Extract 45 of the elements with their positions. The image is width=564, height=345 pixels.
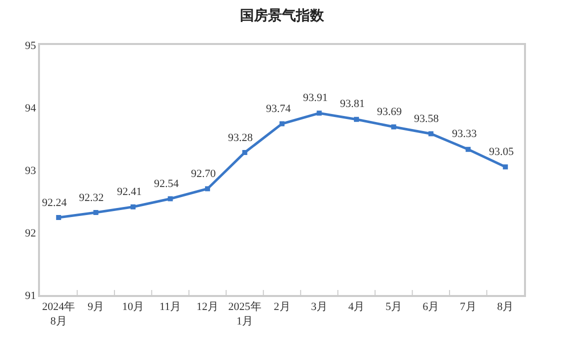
- data-label: 93.69: [377, 106, 402, 118]
- data-label: 93.74: [266, 103, 292, 115]
- data-label: 92.32: [79, 192, 104, 204]
- point: [428, 131, 434, 136]
- data-label: 93.05: [489, 146, 514, 158]
- y-tick-label: 94: [25, 102, 37, 114]
- data-label: 93.91: [303, 92, 328, 104]
- x-tick-label: 2025年 1月: [228, 300, 262, 328]
- point: [354, 116, 359, 122]
- x-tick-label: 4月: [348, 300, 365, 313]
- point: [205, 186, 210, 192]
- x-tick-label: 2024年 8月: [42, 300, 76, 328]
- x-tick-label: 6月: [422, 300, 440, 313]
- data-label: 93.28: [228, 132, 254, 144]
- data-label: 92.24: [42, 197, 68, 209]
- chart-title: 国房景气指数: [240, 7, 325, 24]
- data-label: 93.33: [452, 128, 478, 140]
- data-label: 93.58: [414, 113, 440, 125]
- x-tick-label: 8月: [497, 300, 514, 313]
- x-tick-label: 12月: [196, 300, 219, 313]
- data-label: 93.81: [340, 98, 365, 110]
- data-label: 92.54: [154, 178, 180, 190]
- y-tick-label: 95: [25, 40, 37, 52]
- y-tick-label: 93: [25, 164, 37, 177]
- point: [242, 150, 248, 155]
- point: [391, 124, 396, 130]
- point: [502, 164, 508, 170]
- data-label: 92.41: [117, 186, 142, 198]
- x-tick-label: 11月: [160, 300, 182, 313]
- point: [466, 146, 471, 152]
- x-tick-label: 7月: [460, 300, 476, 313]
- y-tick-label: 92: [25, 227, 36, 240]
- x-tick-label: 3月: [310, 300, 328, 313]
- y-tick-label: 91: [25, 290, 36, 302]
- point: [93, 210, 98, 215]
- point: [56, 215, 62, 220]
- point: [316, 110, 322, 116]
- point: [280, 121, 284, 126]
- x-tick-label: 9月: [88, 300, 104, 313]
- x-tick-label: 5月: [385, 300, 402, 313]
- x-tick-label: 2月: [274, 300, 290, 313]
- data-label: 92.70: [191, 168, 216, 180]
- x-tick-label: 10月: [122, 300, 144, 313]
- point: [168, 196, 173, 202]
- point: [130, 204, 136, 210]
